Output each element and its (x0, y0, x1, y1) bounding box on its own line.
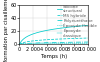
Silicone
structural (73, 26, 74, 27)
Line: Époxyde flexible: Époxyde flexible (19, 43, 88, 44)
Polyéuréthane (73, 42, 74, 43)
Polyéuréthane (50, 42, 52, 43)
Époxyde
classique (22, 44, 24, 45)
Legend: Silicone
structural, MS hybride, Polyéuréthane, Époxyde flexible, Époxyde
classi: Silicone structural, MS hybride, Polyéur… (57, 5, 97, 38)
MS hybride (73, 38, 74, 39)
Line: MS hybride: MS hybride (19, 38, 88, 44)
Silicone
structural (19, 44, 20, 45)
Silicone
structural (52, 29, 53, 30)
Polyéuréthane (22, 43, 24, 44)
MS hybride (22, 42, 24, 43)
Y-axis label: Déformation par cisaillement (%): Déformation par cisaillement (%) (4, 0, 9, 62)
MS hybride (52, 39, 53, 40)
Silicone
structural (85, 25, 87, 26)
Silicone
structural (87, 25, 89, 26)
MS hybride (50, 39, 52, 40)
Époxyde flexible (52, 43, 53, 44)
Line: Silicone
structural: Silicone structural (19, 25, 88, 44)
MS hybride (19, 44, 20, 45)
Silicone
structural (50, 29, 52, 30)
Silicone
structural (85, 25, 86, 26)
Silicone
structural (22, 39, 24, 40)
Polyéuréthane (52, 42, 53, 43)
X-axis label: Temps (h): Temps (h) (41, 54, 67, 59)
Époxyde flexible (50, 43, 52, 44)
Line: Polyéuréthane: Polyéuréthane (19, 42, 88, 44)
Époxyde flexible (73, 43, 74, 44)
Époxyde flexible (19, 44, 20, 45)
Époxyde
classique (19, 44, 20, 45)
Polyéuréthane (19, 44, 20, 45)
